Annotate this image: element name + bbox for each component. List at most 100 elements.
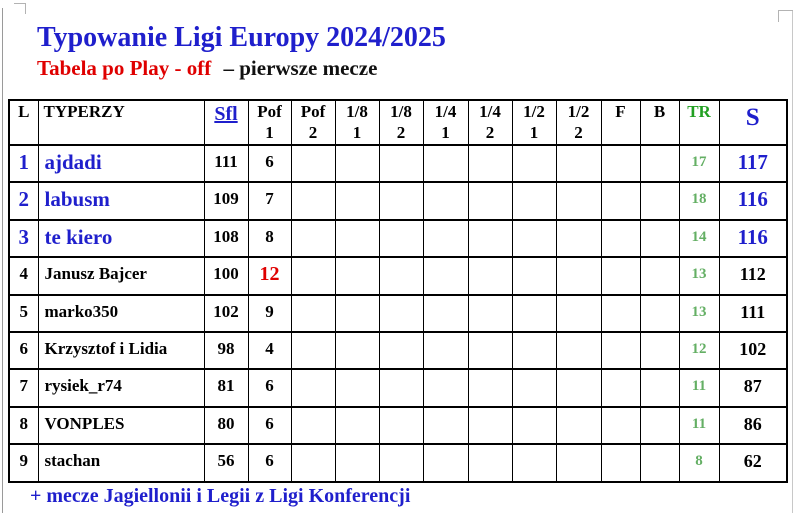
cell-pof1: 6 <box>247 443 292 483</box>
cell-h1 <box>511 144 557 184</box>
cell-f <box>600 331 641 371</box>
cell-h1 <box>511 256 557 296</box>
cell-tr: 13 <box>678 256 720 296</box>
cell-q2 <box>467 144 513 184</box>
cell-s: 112 <box>718 256 788 296</box>
cell-q2 <box>467 368 513 408</box>
cell-q1 <box>422 256 469 296</box>
cell-s: 102 <box>718 331 788 371</box>
column-header-f: F <box>600 99 641 146</box>
cell-f <box>600 256 641 296</box>
column-header-pof2: Pof 2 <box>290 99 336 146</box>
table-row: 3 te kiero 108 8 14 116 <box>8 219 788 259</box>
cell-tr: 11 <box>678 406 720 446</box>
cell-b <box>639 219 680 259</box>
cell-pof2 <box>290 406 336 446</box>
cell-pof2 <box>290 219 336 259</box>
column-header-tr: TR <box>678 99 720 146</box>
cell-tr: 11 <box>678 368 720 408</box>
cell-sfl: 100 <box>203 256 249 296</box>
cell-tr: 18 <box>678 181 720 221</box>
text-boundary-crop-mark-top-left <box>14 3 26 14</box>
standings-table-body: 1 ajdadi 111 6 17 117 2 labusm 109 7 18 116 3 te kier… <box>8 144 788 483</box>
cell-l: 2 <box>8 181 39 221</box>
table-row: 6 Krzysztof i Lidia 98 4 12 102 <box>8 331 788 371</box>
cell-q1 <box>422 406 469 446</box>
cell-e8_1 <box>334 219 380 259</box>
cell-b <box>639 331 680 371</box>
cell-e8_2 <box>378 219 424 259</box>
cell-h2 <box>555 368 602 408</box>
page-subtitle: Tabela po Play - off – pierwsze mecze <box>37 56 377 81</box>
cell-f <box>600 368 641 408</box>
cell-f <box>600 294 641 333</box>
cell-tr: 12 <box>678 331 720 371</box>
cell-l: 6 <box>8 331 39 371</box>
cell-q1 <box>422 443 469 483</box>
cell-tr: 8 <box>678 443 720 483</box>
cell-pof1: 12 <box>247 256 292 296</box>
column-header-sfl[interactable]: Sfl <box>203 99 249 146</box>
cell-b <box>639 294 680 333</box>
cell-h2 <box>555 406 602 446</box>
cell-q2 <box>467 294 513 333</box>
cell-e8_1 <box>334 406 380 446</box>
cell-e8_1 <box>334 256 380 296</box>
cell-pof2 <box>290 181 336 221</box>
cell-typerzy: labusm <box>37 181 205 221</box>
cell-typerzy: Krzysztof i Lidia <box>37 331 205 371</box>
cell-sfl: 98 <box>203 331 249 371</box>
cell-pof2 <box>290 331 336 371</box>
cell-q2 <box>467 443 513 483</box>
table-row: 2 labusm 109 7 18 116 <box>8 181 788 221</box>
cell-typerzy: Janusz Bajcer <box>37 256 205 296</box>
column-header-typerzy: TYPERZY <box>37 99 205 146</box>
text-boundary-crop-mark-top-right <box>778 10 793 22</box>
cell-e8_1 <box>334 294 380 333</box>
cell-tr: 14 <box>678 219 720 259</box>
cell-sfl: 108 <box>203 219 249 259</box>
table-row: 1 ajdadi 111 6 17 117 <box>8 144 788 184</box>
cell-e8_2 <box>378 443 424 483</box>
cell-e8_1 <box>334 144 380 184</box>
cell-s: 87 <box>718 368 788 408</box>
cell-q2 <box>467 219 513 259</box>
cell-h2 <box>555 443 602 483</box>
cell-pof1: 7 <box>247 181 292 221</box>
cell-h1 <box>511 219 557 259</box>
cell-sfl: 56 <box>203 443 249 483</box>
cell-s: 116 <box>718 219 788 259</box>
cell-e8_2 <box>378 181 424 221</box>
header-row: L TYPERZY Sfl Pof 1 Pof 2 1/8 1 1/8 2 1/4 1 1/4 2 1/2 1 1… <box>8 99 788 146</box>
cell-h2 <box>555 294 602 333</box>
cell-b <box>639 181 680 221</box>
cell-pof1: 4 <box>247 331 292 371</box>
cell-h2 <box>555 331 602 371</box>
cell-sfl: 102 <box>203 294 249 333</box>
cell-e8_1 <box>334 368 380 408</box>
column-header-b: B <box>639 99 680 146</box>
column-header-l: L <box>8 99 39 146</box>
cell-l: 9 <box>8 443 39 483</box>
cell-pof1: 6 <box>247 368 292 408</box>
cell-q1 <box>422 219 469 259</box>
cell-pof2 <box>290 294 336 333</box>
cell-b <box>639 144 680 184</box>
cell-q1 <box>422 144 469 184</box>
cell-q2 <box>467 256 513 296</box>
cell-pof2 <box>290 256 336 296</box>
cell-h1 <box>511 406 557 446</box>
cell-q1 <box>422 294 469 333</box>
column-header-h2: 1/2 2 <box>555 99 602 146</box>
cell-b <box>639 443 680 483</box>
cell-h2 <box>555 144 602 184</box>
cell-q2 <box>467 181 513 221</box>
page-left-edge-line <box>2 8 3 513</box>
cell-h1 <box>511 181 557 221</box>
cell-q1 <box>422 368 469 408</box>
cell-tr: 13 <box>678 294 720 333</box>
table-row: 7 rysiek_r74 81 6 11 87 <box>8 368 788 408</box>
cell-pof1: 6 <box>247 406 292 446</box>
cell-e8_2 <box>378 368 424 408</box>
subtitle-red-part: Tabela po Play - off <box>37 56 212 80</box>
